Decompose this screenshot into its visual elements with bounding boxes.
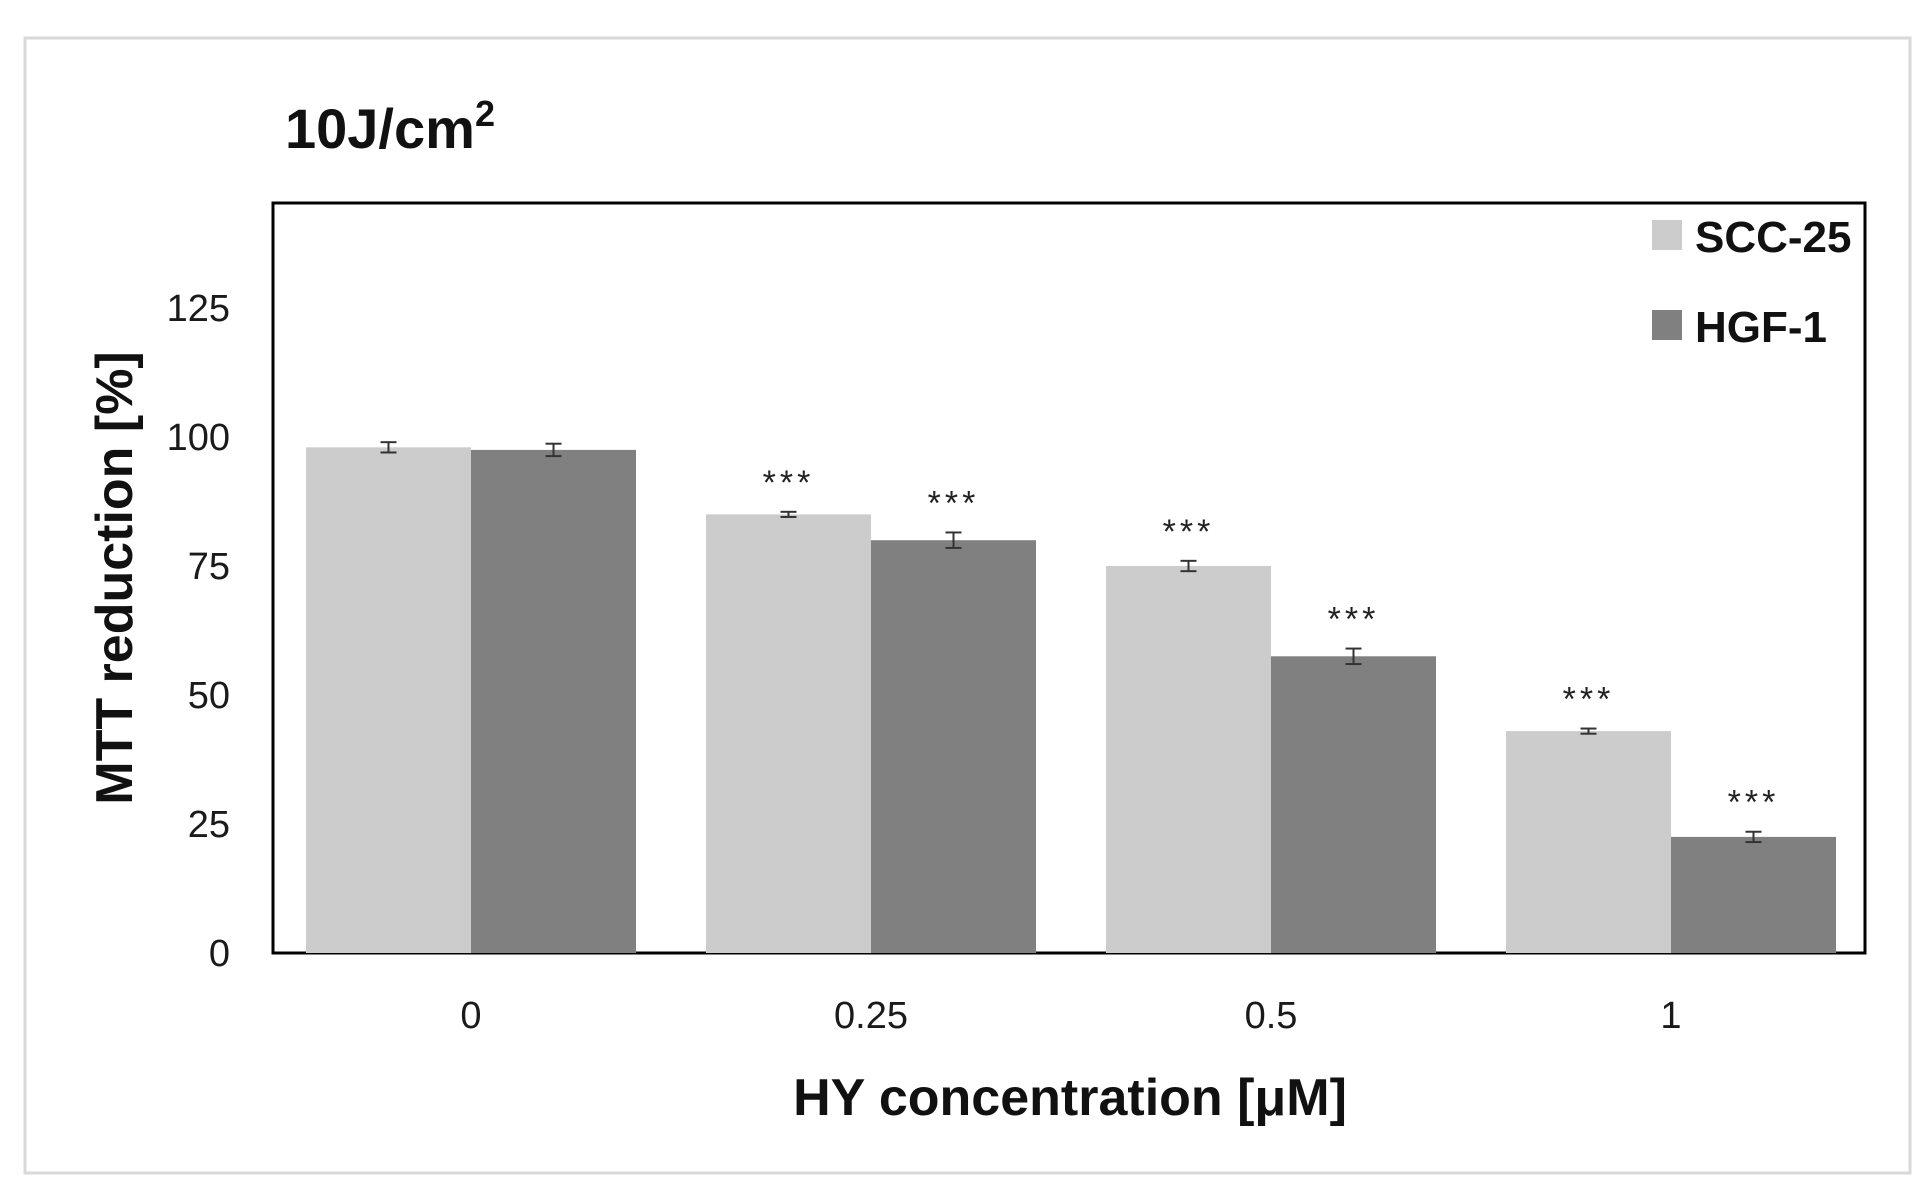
x-axis-title: HY concentration [μM]	[793, 1069, 1347, 1127]
error-bar-hgf-1-0	[545, 442, 562, 458]
plot-frame	[271, 201, 1867, 955]
x-tick-label-0.25: 0.25	[834, 995, 908, 1037]
y-tick-label-50: 50	[188, 675, 230, 717]
significance-hgf-1-0.5: ***	[1328, 601, 1380, 639]
bar-hgf-1-0.5	[1271, 656, 1436, 953]
bar-hgf-1-0.25	[871, 540, 1036, 953]
significance-scc-25-1: ***	[1563, 681, 1615, 719]
y-tick-label-100: 100	[167, 417, 230, 459]
chart-title-superscript: 2	[475, 93, 495, 134]
chart-title: 10J/cm2	[285, 93, 495, 160]
bar-scc-25-0.5	[1106, 566, 1271, 953]
significance-hgf-1-1: ***	[1728, 784, 1780, 822]
legend-swatch-hgf-1	[1652, 310, 1682, 340]
legend-item-hgf-1: HGF-1	[1652, 303, 1827, 352]
error-bar-hgf-1-0.5	[1345, 647, 1362, 666]
error-bar-scc-25-1	[1580, 727, 1597, 735]
y-axis-ticks: 0 25 50 75 100 125	[167, 288, 230, 975]
bar-hgf-1-0	[471, 449, 636, 953]
x-axis-ticks: 0 0.25 0.5 1	[460, 995, 1681, 1037]
y-tick-label-75: 75	[188, 546, 230, 588]
bar-scc-25-0.25	[706, 514, 871, 953]
significance-scc-25-0.5: ***	[1163, 513, 1215, 551]
y-tick-label-25: 25	[188, 804, 230, 846]
error-bars-group	[380, 441, 1762, 844]
legend-swatch-scc-25	[1652, 220, 1682, 250]
legend: SCC-25 HGF-1	[1652, 213, 1852, 352]
error-bar-scc-25-0.25	[780, 510, 797, 518]
error-bar-scc-25-0.5	[1180, 559, 1197, 573]
y-axis-title: MTT reduction [%]	[86, 351, 144, 805]
legend-item-scc-25: SCC-25	[1652, 213, 1852, 262]
bar-scc-25-0	[306, 447, 471, 953]
significance-hgf-1-0.25: ***	[928, 484, 980, 522]
legend-label-hgf-1: HGF-1	[1695, 303, 1827, 352]
error-bar-hgf-1-0.25	[945, 531, 962, 549]
y-tick-label-0: 0	[209, 933, 230, 975]
x-tick-label-1: 1	[1660, 995, 1681, 1037]
y-tick-label-125: 125	[167, 288, 230, 330]
bars-group	[306, 447, 1836, 953]
bar-hgf-1-1	[1671, 836, 1836, 953]
error-bar-hgf-1-1	[1745, 830, 1762, 844]
error-bar-scc-25-0	[380, 441, 397, 454]
x-tick-label-0.5: 0.5	[1245, 995, 1298, 1037]
significance-group: *** *** *** *** *** ***	[763, 464, 1780, 822]
significance-scc-25-0.25: ***	[763, 464, 815, 502]
bar-scc-25-1	[1506, 731, 1671, 953]
x-tick-label-0: 0	[460, 995, 481, 1037]
legend-label-scc-25: SCC-25	[1695, 213, 1852, 262]
